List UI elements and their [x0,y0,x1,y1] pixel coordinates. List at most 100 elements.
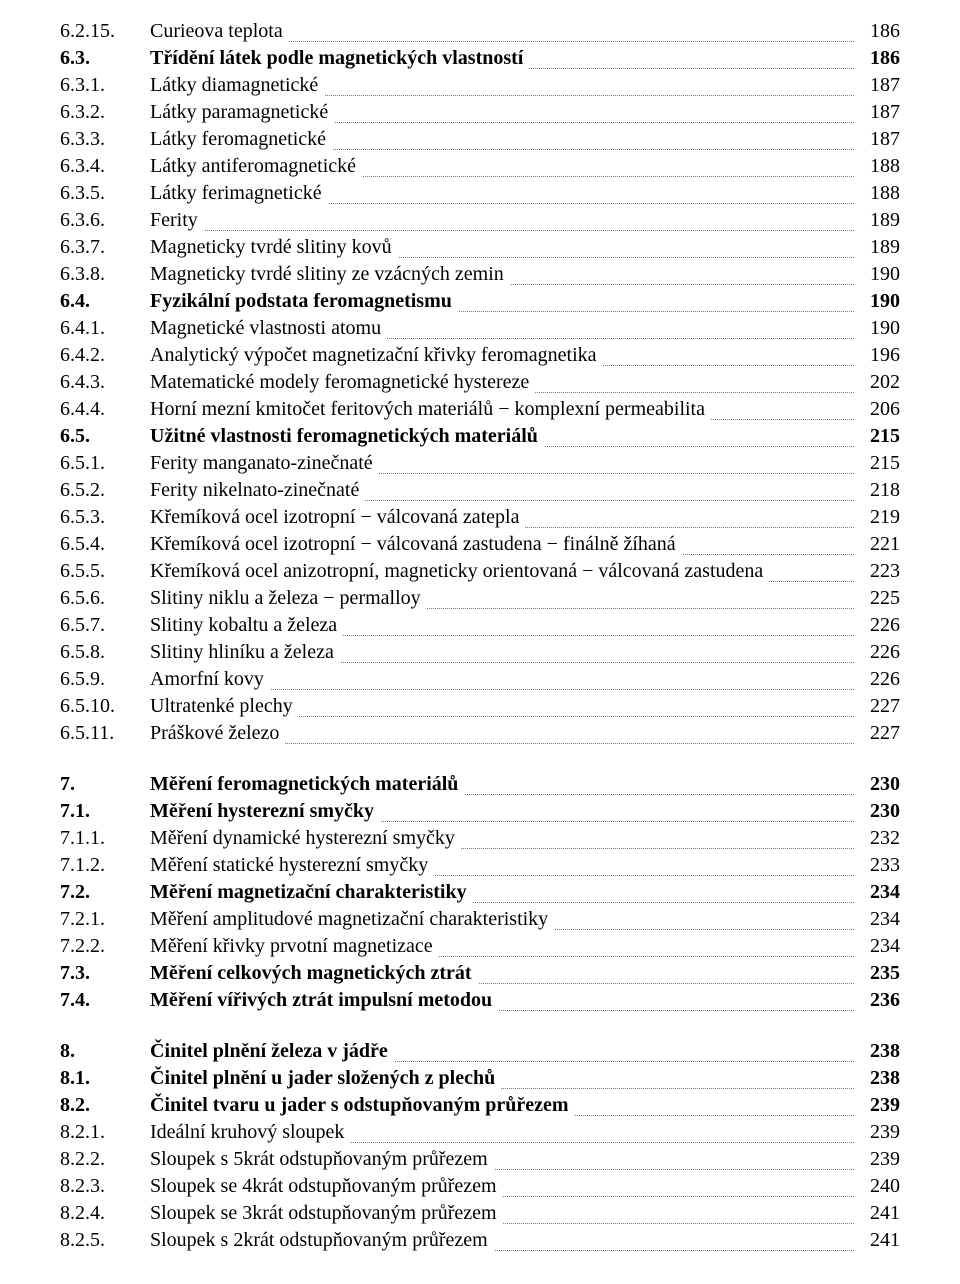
toc-title: Ferity manganato-zinečnaté [150,452,379,474]
toc-number: 6.5.8. [60,639,150,666]
toc-title-cell: Látky antiferomagnetické [150,153,854,180]
toc-number: 6.2.15. [60,18,150,45]
toc-page-number: 189 [854,207,900,234]
toc-row: 7.2.Měření magnetizační charakteristiky2… [60,879,900,906]
toc-row: 6.5.7.Slitiny kobaltu a železa226 [60,612,900,639]
toc-title: Měření statické hysterezní smyčky [150,854,434,876]
toc-title-cell: Matematické modely feromagnetické hyster… [150,369,854,396]
toc-title: Činitel plnění u jader složených z plech… [150,1067,501,1089]
toc-number: 6.5.10. [60,693,150,720]
toc-title-cell: Látky paramagnetické [150,99,854,126]
toc-title-cell: Sloupek se 3krát odstupňovaným průřezem [150,1200,854,1227]
toc-page-number: 230 [854,798,900,825]
toc-title-cell: Křemíková ocel anizotropní, magneticky o… [150,558,854,585]
toc-title: Ultratenké plechy [150,695,299,717]
toc-number: 7.3. [60,960,150,987]
toc-page-number: 187 [854,72,900,99]
toc-title: Sloupek se 3krát odstupňovaným průřezem [150,1202,503,1224]
toc-number: 6.3.1. [60,72,150,99]
toc-row: 6.3.3.Látky feromagnetické 187 [60,126,900,153]
toc-page-number: 215 [854,450,900,477]
toc-title: Měření křivky prvotní magnetizace [150,935,439,957]
toc-page-number: 190 [854,315,900,342]
toc-number: 6.5.9. [60,666,150,693]
toc-title-cell: Ultratenké plechy [150,693,854,720]
toc-number: 6.4.1. [60,315,150,342]
toc-title: Měření amplitudové magnetizační charakte… [150,908,554,930]
toc-number: 6.4.2. [60,342,150,369]
toc-title: Křemíková ocel izotropní − válcovaná zat… [150,506,525,528]
toc-number: 6.4.4. [60,396,150,423]
toc-title: Curieova teplota [150,20,289,42]
toc-page-number: 190 [854,288,900,315]
toc-row: 8.2.4.Sloupek se 3krát odstupňovaným prů… [60,1200,900,1227]
toc-page-number: 227 [854,720,900,747]
toc-title-cell: Měření celkových magnetických ztrát [150,960,854,987]
toc-page-number: 188 [854,180,900,207]
toc-page-number: 186 [854,45,900,72]
toc-title: Užitné vlastnosti feromagnetických mater… [150,425,544,447]
toc-title-cell: Magnetické vlastnosti atomu [150,315,854,342]
toc-page-number: 239 [854,1146,900,1173]
toc-title-cell: Ferity nikelnato-zinečnaté [150,477,854,504]
toc-title-cell: Slitiny hliníku a železa [150,639,854,666]
toc-title-cell: Ideální kruhový sloupek [150,1119,854,1146]
toc-title: Ferity nikelnato-zinečnaté [150,479,365,501]
toc-page-number: 234 [854,906,900,933]
toc-page-number: 241 [854,1227,900,1254]
toc-title: Magnetické vlastnosti atomu [150,317,387,339]
toc-title: Fyzikální podstata feromagnetismu [150,290,458,312]
toc-number: 8.2.5. [60,1227,150,1254]
toc-page: 6.2.15.Curieova teplota 1866.3.Třídění lá… [0,0,960,1284]
toc-title-cell: Měření statické hysterezní smyčky [150,852,854,879]
toc-page-number: 239 [854,1119,900,1146]
toc-number: 6.5.6. [60,585,150,612]
toc-number: 6.5.7. [60,612,150,639]
toc-page-number: 241 [854,1200,900,1227]
toc-row: 6.4.Fyzikální podstata feromagnetismu190 [60,288,900,315]
toc-page-number: 234 [854,933,900,960]
toc-title-cell: Horní mezní kmitočet feritových materiál… [150,396,854,423]
toc-title: Magneticky tvrdé slitiny ze vzácných zem… [150,263,510,285]
toc-title: Slitiny kobaltu a železa [150,614,343,636]
toc-title: Ferity [150,209,204,231]
toc-row: 6.5.10.Ultratenké plechy 227 [60,693,900,720]
toc-number: 6.3.8. [60,261,150,288]
toc-row: 6.3.Třídění látek podle magnetických vla… [60,45,900,72]
toc-title: Látky antiferomagnetické [150,155,362,177]
toc-page-number: 189 [854,234,900,261]
toc-page-number: 206 [854,396,900,423]
toc-number: 7.1.1. [60,825,150,852]
toc-row: 8.2.2.Sloupek s 5krát odstupňovaným průř… [60,1146,900,1173]
toc-title: Měření hysterezní smyčky [150,800,380,822]
toc-page-number: 238 [854,1065,900,1092]
toc-row: 6.4.3.Matematické modely feromagnetické … [60,369,900,396]
toc-page-number: 187 [854,126,900,153]
toc-number: 8.2. [60,1092,150,1119]
toc-row: 6.5.5.Křemíková ocel anizotropní, magnet… [60,558,900,585]
toc-title-cell: Měření hysterezní smyčky [150,798,854,825]
section-gap [60,747,900,771]
toc-page-number: 196 [854,342,900,369]
toc-row: 6.3.8.Magneticky tvrdé slitiny ze vzácný… [60,261,900,288]
toc-title: Měření feromagnetických materiálů [150,773,464,795]
toc-row: 8.2.3.Sloupek se 4krát odstupňovaným prů… [60,1173,900,1200]
toc-title-cell: Látky ferimagnetické [150,180,854,207]
toc-number: 6.3.3. [60,126,150,153]
toc-title: Měření vířivých ztrát impulsní metodou [150,989,498,1011]
toc-title-cell: Křemíková ocel izotropní − válcovaná zas… [150,531,854,558]
toc-title: Látky feromagnetické [150,128,332,150]
toc-page-number: 190 [854,261,900,288]
toc-number: 8.1. [60,1065,150,1092]
toc-number: 7.2. [60,879,150,906]
toc-title-cell: Práškové železo [150,720,854,747]
toc-page-number: 235 [854,960,900,987]
toc-title-cell: Měření feromagnetických materiálů [150,771,854,798]
toc-number: 7.1.2. [60,852,150,879]
toc-title: Horní mezní kmitočet feritových materiál… [150,398,711,420]
toc-title: Práškové železo [150,722,285,744]
toc-title: Křemíková ocel izotropní − válcovaná zas… [150,533,682,555]
toc-title-cell: Ferity manganato-zinečnaté [150,450,854,477]
toc-page-number: 227 [854,693,900,720]
toc-row: 8.2.5.Sloupek s 2krát odstupňovaným průř… [60,1227,900,1254]
